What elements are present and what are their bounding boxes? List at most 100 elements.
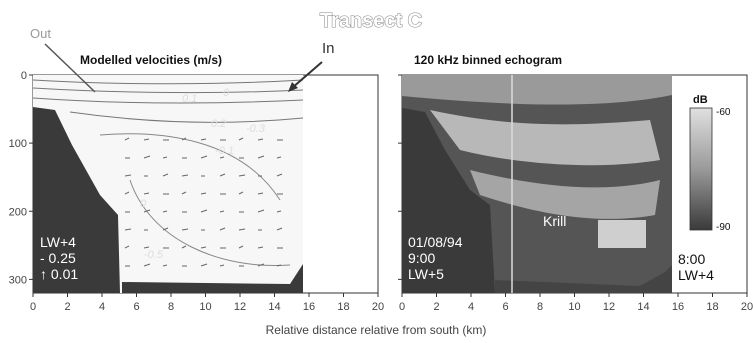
velocity-arrow: [181, 191, 187, 195]
velocity-arrow: [181, 245, 187, 249]
velocity-arrow: [219, 156, 225, 159]
velocity-arrow: [162, 210, 168, 213]
velocity-arrow: [124, 191, 130, 195]
x-axis-right: 0 2 4 6 8 10 12 14 16 18 20: [399, 293, 753, 313]
velocity-arrow: [124, 174, 132, 177]
y-tick-label: 0: [21, 70, 27, 82]
out-label: Out: [30, 26, 51, 41]
x-tick-label: 10: [199, 301, 211, 313]
x-axis-left: 0 2 4 6 8 10 12 14 16 18 20: [30, 293, 384, 313]
x-tick-label: 20: [741, 301, 753, 313]
x-tick-label: 0: [30, 301, 36, 313]
velocity-contour: [32, 79, 304, 85]
x-tick-label: 18: [706, 301, 718, 313]
in-arrow: [291, 61, 323, 89]
velocity-arrow: [200, 246, 207, 249]
velocity-arrow: [200, 155, 208, 159]
velocity-arrow: [143, 155, 151, 159]
velocity-arrow: [257, 209, 265, 213]
x-tick-label: 10: [568, 301, 580, 313]
contour-label: 0.2: [211, 118, 226, 130]
x-tick-label: 12: [234, 301, 246, 313]
velocity-arrow: [257, 192, 264, 195]
krill-label: Krill: [543, 213, 566, 229]
krill-swarm: [598, 220, 646, 248]
y-tick-label: 300: [9, 274, 27, 286]
colorbar-min: -90: [716, 222, 731, 233]
scale-label-velocity: - 0.25: [40, 250, 76, 266]
velocity-arrow: [181, 174, 189, 177]
velocity-arrow: [181, 228, 189, 231]
lw-label-right-2: LW+4: [678, 267, 714, 283]
in-label: In: [322, 40, 335, 57]
velocity-contour: [129, 179, 291, 267]
colorbar: [689, 107, 713, 231]
velocity-arrow: [257, 263, 265, 267]
velocity-contour: [32, 87, 304, 94]
velocity-contour: [99, 133, 281, 201]
x-tick-label: 4: [99, 301, 105, 313]
velocity-arrow: [276, 173, 283, 177]
velocity-arrow: [219, 227, 226, 231]
echogram-surface-layer: [402, 75, 672, 105]
velocity-arrow: [143, 192, 150, 195]
velocity-arrow: [124, 228, 132, 231]
lw-label: LW+4: [40, 234, 76, 250]
y-axis-left: 0 100 200 300: [9, 70, 33, 286]
velocity-arrow: [257, 155, 265, 159]
out-arrow: [44, 43, 96, 93]
colorbar-unit: dB: [693, 94, 708, 106]
velocity-arrow: [143, 263, 151, 267]
velocity-contour: [69, 111, 304, 123]
in-arrowhead: [288, 82, 298, 92]
y-tick-label: 100: [9, 138, 27, 150]
x-tick-label: 16: [672, 301, 684, 313]
x-tick-label: 8: [537, 301, 543, 313]
x-tick-label: 2: [433, 301, 439, 313]
x-tick-label: 2: [64, 301, 70, 313]
colorbar-max: -60: [716, 107, 731, 118]
echogram-panel: Krill 01/08/94 9:00 LW+5 8:00 LW+4 dB -6…: [398, 53, 753, 313]
x-tick-label: 4: [468, 301, 474, 313]
velocity-arrow: [124, 245, 130, 249]
x-tick-label: 6: [502, 301, 508, 313]
seabed-bottom-echogram: [495, 265, 672, 293]
contour-label: 0: [140, 198, 147, 210]
velocity-arrow: [238, 228, 246, 231]
velocity-arrow: [219, 210, 225, 213]
x-tick-label: 14: [637, 301, 649, 313]
velocity-arrow: [162, 264, 168, 267]
velocity-arrow: [124, 137, 130, 141]
velocity-arrow: [200, 192, 207, 195]
velocity-arrow: [238, 137, 244, 141]
x-tick-label: 8: [168, 301, 174, 313]
x-tick-label: 20: [372, 301, 384, 313]
velocity-arrow: [219, 264, 225, 267]
velocity-arrow: [200, 138, 207, 141]
y-tick-label: 200: [9, 206, 27, 218]
velocity-arrow: [257, 246, 264, 249]
velocity-arrow: [219, 173, 226, 177]
x-tick-label: 16: [303, 301, 315, 313]
velocity-arrow: [257, 138, 264, 141]
velocity-contour: [32, 97, 304, 104]
time-label-right: 8:00: [678, 251, 705, 267]
velocity-arrow: [143, 138, 150, 141]
x-tick-label: 14: [268, 301, 280, 313]
echogram-layer: [430, 110, 660, 166]
echogram-layer: [470, 170, 660, 219]
velocity-panel-title: Modelled velocities (m/s): [80, 53, 222, 67]
contour-label: -0.5: [144, 249, 164, 261]
velocity-arrow: [238, 174, 246, 177]
velocity-arrow: [276, 227, 283, 231]
velocity-arrow: [200, 263, 208, 267]
time-label: 9:00: [408, 250, 435, 266]
contour-label: -0.1: [215, 145, 234, 157]
velocity-arrow: [181, 137, 187, 141]
velocity-arrow: [143, 246, 150, 249]
x-tick-label: 0: [399, 301, 405, 313]
velocity-arrow: [276, 210, 282, 213]
figure-title: Transect C: [320, 10, 422, 32]
velocity-arrow: [143, 209, 151, 213]
